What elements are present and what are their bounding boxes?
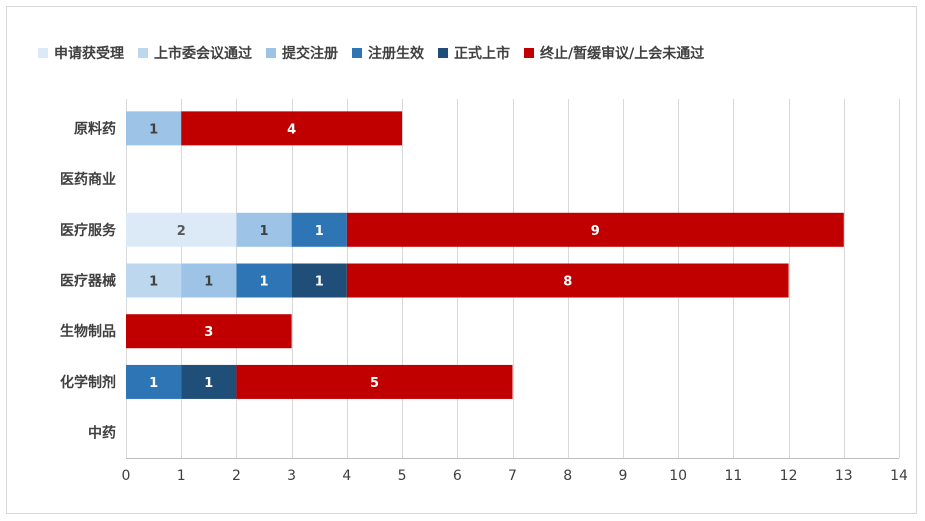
- x-tick-label: 4: [342, 468, 351, 484]
- category-label: 医药商业: [60, 171, 116, 188]
- data-label: 9: [591, 224, 600, 239]
- x-tick-label: 8: [563, 468, 572, 484]
- legend-item: 终止/暂缓审议/上会未通过: [524, 43, 704, 63]
- data-label: 1: [204, 275, 213, 290]
- x-tick-label: 11: [724, 468, 742, 484]
- legend-item: 上市委会议通过: [138, 43, 252, 63]
- legend-swatch: [138, 48, 148, 58]
- x-tick-label: 10: [669, 468, 687, 484]
- data-label: 1: [204, 376, 213, 391]
- category-label: 医疗器械: [60, 273, 116, 290]
- category-label: 生物制品: [60, 323, 116, 340]
- bar-segment: [126, 314, 292, 349]
- bar-segment: [181, 263, 237, 298]
- bar-segment: [291, 263, 347, 298]
- x-tick-label: 2: [232, 468, 241, 484]
- data-label: 8: [563, 275, 572, 290]
- legend-swatch: [352, 48, 362, 58]
- legend-item: 提交注册: [266, 43, 338, 63]
- legend-item: 申请获受理: [38, 43, 124, 63]
- data-label: 2: [177, 224, 186, 239]
- data-label: 5: [370, 376, 379, 391]
- legend-label: 申请获受理: [54, 46, 124, 62]
- legend-label: 正式上市: [454, 46, 510, 62]
- data-label: 1: [149, 275, 158, 290]
- bar-segment: [126, 212, 237, 247]
- data-label: 4: [287, 122, 296, 137]
- x-tick-label: 9: [618, 468, 627, 484]
- data-label: 1: [149, 376, 158, 391]
- data-label: 1: [149, 122, 158, 137]
- legend-label: 提交注册: [282, 46, 338, 62]
- x-tick-label: 13: [835, 468, 853, 484]
- x-tick-label: 14: [890, 468, 908, 484]
- legend-swatch: [38, 48, 48, 58]
- x-tick-label: 3: [287, 468, 296, 484]
- chart-frame: [6, 6, 917, 514]
- bar-segment: [346, 263, 789, 298]
- bar-segment: [236, 263, 292, 298]
- bar-segment: [126, 364, 182, 399]
- x-tick-label: 5: [398, 468, 407, 484]
- data-label: 1: [260, 275, 269, 290]
- legend-label: 上市委会议通过: [154, 46, 252, 62]
- legend-swatch: [266, 48, 276, 58]
- data-label: 3: [204, 325, 213, 340]
- bar-segment: [126, 263, 182, 298]
- legend-label: 注册生效: [368, 46, 424, 62]
- category-label: 原料药: [74, 120, 116, 137]
- data-label: 1: [315, 275, 324, 290]
- x-tick-label: 0: [122, 468, 131, 484]
- category-label: 化学制剂: [60, 374, 116, 391]
- category-label: 医疗服务: [60, 222, 117, 239]
- x-tick-label: 7: [508, 468, 517, 484]
- bar-segment: [346, 212, 844, 247]
- bar-segment: [181, 111, 403, 146]
- legend-swatch: [524, 48, 534, 58]
- legend: 申请获受理 上市委会议通过 提交注册 注册生效 正式上市 终止/暂缓审议/上会未通过: [38, 43, 718, 63]
- legend-item: 正式上市: [438, 43, 510, 63]
- x-tick-label: 6: [453, 468, 462, 484]
- legend-label: 终止/暂缓审议/上会未通过: [540, 46, 705, 62]
- bar-segment: [126, 111, 182, 146]
- category-label: 中药: [88, 425, 116, 442]
- x-tick-label: 1: [177, 468, 186, 484]
- bar-segment: [181, 364, 237, 399]
- bar-segment: [236, 212, 292, 247]
- data-label: 1: [315, 224, 324, 239]
- legend-swatch: [438, 48, 448, 58]
- bar-segment: [291, 212, 347, 247]
- legend-item: 注册生效: [352, 43, 424, 63]
- x-tick-label: 12: [780, 468, 798, 484]
- bar-segment: [236, 364, 513, 399]
- data-label: 1: [260, 224, 269, 239]
